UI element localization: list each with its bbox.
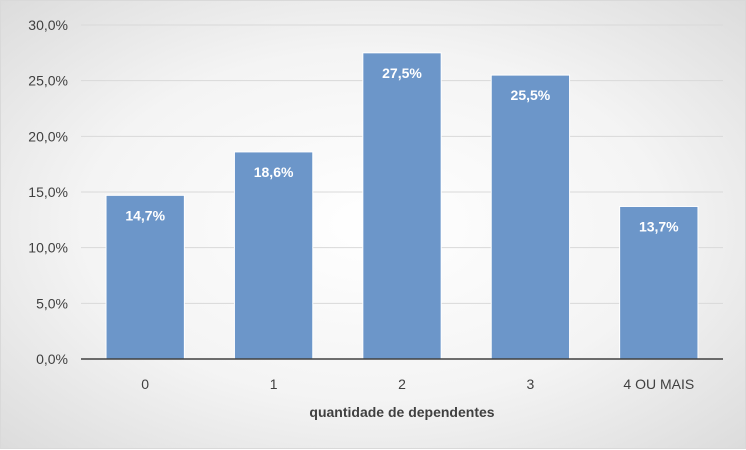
y-tick-label: 5,0% [36, 295, 68, 311]
y-axis-tick-labels: 0,0% 5,0% 10,0% 15,0% 20,0% 25,0% 30,0% [28, 17, 68, 367]
y-tick-label: 30,0% [28, 17, 68, 33]
x-tick-label: 3 [527, 376, 535, 392]
x-tick-label: 4 OU MAIS [623, 376, 694, 392]
y-tick-label: 25,0% [28, 73, 68, 89]
data-label: 25,5% [511, 87, 551, 103]
x-tick-label: 1 [270, 376, 278, 392]
x-axis-tick-labels: 0 1 2 3 4 OU MAIS [141, 376, 694, 392]
y-tick-label: 20,0% [28, 128, 68, 144]
x-axis-title: quantidade de dependentes [309, 404, 494, 420]
bar [362, 52, 442, 360]
y-tick-label: 0,0% [36, 351, 68, 367]
bars [105, 52, 699, 360]
data-label: 13,7% [639, 218, 679, 234]
x-tick-label: 2 [398, 376, 406, 392]
x-tick-label: 0 [141, 376, 149, 392]
data-label: 14,7% [125, 207, 165, 223]
bar [490, 74, 571, 360]
y-tick-label: 15,0% [28, 184, 68, 200]
data-labels: 14,7% 18,6% 27,5% 25,5% 13,7% [125, 65, 679, 235]
bar [619, 205, 699, 360]
data-label: 27,5% [382, 65, 422, 81]
data-label: 18,6% [254, 164, 294, 180]
y-tick-label: 10,0% [28, 240, 68, 256]
bar [233, 151, 314, 360]
